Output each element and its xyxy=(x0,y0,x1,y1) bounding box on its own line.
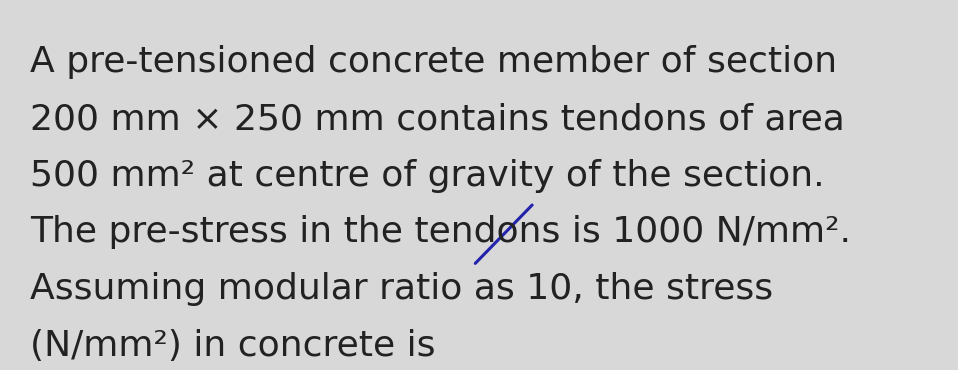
Text: The pre-stress in the tendons is 1000 N/mm².: The pre-stress in the tendons is 1000 N/… xyxy=(30,215,851,249)
Text: A pre-tensioned concrete member of section: A pre-tensioned concrete member of secti… xyxy=(30,46,836,80)
Text: (N/mm²) in concrete is: (N/mm²) in concrete is xyxy=(30,329,435,363)
Text: Assuming modular ratio as 10, the stress: Assuming modular ratio as 10, the stress xyxy=(30,272,773,306)
Text: 200 mm × 250 mm contains tendons of area: 200 mm × 250 mm contains tendons of area xyxy=(30,102,844,136)
Text: 500 mm² at centre of gravity of the section.: 500 mm² at centre of gravity of the sect… xyxy=(30,159,824,193)
